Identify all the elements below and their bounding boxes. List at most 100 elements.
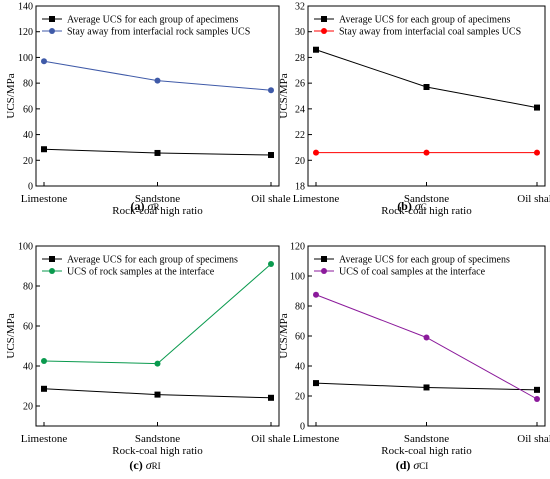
chart-panel-3: 20 40 60 80 100 Limestone Sandstone Oil shale Ro… bbox=[5, 242, 291, 473]
chart-panel-2: 18 20 22 24 26 28 30 32 Limestone Sandstone Oil sh… bbox=[278, 2, 550, 218]
x-tick-label: Oil shale bbox=[517, 193, 550, 205]
y-tick-label: 80 bbox=[295, 302, 305, 313]
y-tick-label: 40 bbox=[23, 362, 33, 373]
chart-panel-4: 0 20 40 60 80 100 120 Limestone Sandstone Oil sha… bbox=[278, 242, 550, 473]
legend-label: Average UCS for each group of apecimens bbox=[67, 15, 239, 26]
legend-label: Average UCS for each group of specimens bbox=[67, 255, 238, 266]
y-tick-label: 24 bbox=[295, 104, 305, 115]
y-tick-label: 40 bbox=[295, 362, 305, 373]
caption-subscript: R bbox=[153, 202, 159, 212]
y-tick-label: 100 bbox=[18, 242, 33, 253]
legend-label: Average UCS for each group of specimens bbox=[339, 255, 510, 266]
caption-symbol: σ bbox=[148, 199, 155, 213]
data-point bbox=[41, 358, 47, 364]
legend-label: Stay away from interfacial coal samples … bbox=[339, 27, 521, 38]
data-point bbox=[423, 334, 430, 341]
legend-label: UCS of rock samples at the interface bbox=[67, 267, 215, 278]
caption-letter: (c) bbox=[129, 458, 145, 472]
data-point bbox=[423, 149, 430, 156]
y-tick-label: 32 bbox=[295, 2, 305, 13]
y-tick-label: 60 bbox=[295, 332, 305, 343]
y-tick-label: 100 bbox=[290, 272, 305, 283]
data-point bbox=[534, 104, 540, 111]
data-point bbox=[41, 385, 47, 392]
x-axis-label: Rock-coal high ratio bbox=[381, 445, 472, 457]
y-tick-label: 100 bbox=[18, 53, 33, 64]
data-point bbox=[268, 261, 274, 267]
x-axis-label: Rock-coal high ratio bbox=[112, 445, 203, 457]
caption-symbol: σ bbox=[415, 199, 422, 213]
y-tick-label: 26 bbox=[295, 79, 305, 90]
data-point bbox=[534, 386, 540, 393]
data-point bbox=[313, 380, 319, 387]
y-axis-label: UCS/MPa bbox=[278, 313, 290, 358]
y-tick-label: 40 bbox=[23, 130, 33, 141]
caption-letter: (d) bbox=[396, 458, 414, 472]
data-point bbox=[268, 152, 274, 159]
data-point bbox=[313, 46, 319, 53]
legend-label: UCS of coal samples at the interface bbox=[339, 267, 486, 278]
caption-subscript: RI bbox=[152, 461, 161, 471]
data-point bbox=[41, 146, 47, 153]
series-line-2 bbox=[315, 294, 538, 400]
caption-subscript: C bbox=[421, 202, 427, 212]
data-point bbox=[423, 84, 430, 90]
data-point bbox=[41, 58, 47, 65]
data-point bbox=[154, 149, 161, 156]
data-point bbox=[268, 87, 274, 94]
x-axis-label: Rock-coal high ratio bbox=[112, 205, 203, 217]
caption-letter: (a) bbox=[131, 199, 148, 213]
y-tick-label: 60 bbox=[23, 104, 33, 115]
data-point bbox=[313, 291, 319, 298]
legend-marker bbox=[321, 28, 327, 34]
legend-marker bbox=[321, 16, 327, 22]
legend-marker bbox=[321, 268, 327, 274]
chart-panel-1: 0 20 40 60 80 100 120 140 Limestone Sandstone Oil … bbox=[5, 2, 291, 218]
x-tick-label: Sandstone bbox=[135, 193, 180, 205]
x-tick-label: Limestone bbox=[293, 193, 340, 205]
caption-subscript: CI bbox=[419, 461, 428, 471]
x-tick-label: Limestone bbox=[21, 433, 68, 445]
y-tick-label: 30 bbox=[295, 27, 305, 38]
legend-label: Average UCS for each group of apecimens bbox=[339, 15, 511, 26]
series-line-1 bbox=[315, 49, 538, 109]
x-tick-label: Sandstone bbox=[404, 193, 449, 205]
data-point bbox=[154, 360, 161, 367]
caption-symbol: σ bbox=[413, 458, 420, 472]
panel-caption: (d) σCI bbox=[396, 458, 429, 472]
legend-marker bbox=[49, 256, 55, 262]
y-tick-label: 18 bbox=[295, 182, 305, 193]
legend-marker bbox=[321, 256, 327, 262]
y-tick-label: 80 bbox=[23, 282, 33, 293]
legend-marker bbox=[49, 28, 55, 34]
y-tick-label: 120 bbox=[18, 27, 33, 38]
y-axis-label: UCS/MPa bbox=[5, 73, 17, 118]
series-line-2 bbox=[43, 263, 272, 365]
y-axis-label: UCS/MPa bbox=[278, 73, 290, 118]
legend-label: Stay away from interfacial rock samples … bbox=[67, 27, 250, 38]
data-point bbox=[534, 149, 540, 156]
data-point bbox=[154, 391, 161, 398]
data-point bbox=[313, 149, 319, 156]
y-tick-label: 120 bbox=[290, 242, 305, 253]
x-tick-label: Oil shale bbox=[517, 433, 550, 445]
y-tick-label: 20 bbox=[295, 156, 305, 167]
series-line-2 bbox=[43, 60, 272, 91]
legend-marker bbox=[49, 16, 55, 22]
y-tick-label: 0 bbox=[28, 182, 33, 193]
data-point bbox=[423, 384, 430, 391]
y-tick-label: 20 bbox=[23, 402, 33, 413]
panel-caption: (b) σC bbox=[397, 199, 427, 213]
x-tick-label: Oil shale bbox=[251, 193, 291, 205]
x-axis-label: Rock-coal high ratio bbox=[381, 205, 472, 217]
data-point bbox=[154, 77, 161, 84]
y-tick-label: 20 bbox=[23, 156, 33, 167]
x-tick-label: Sandstone bbox=[135, 433, 180, 445]
y-tick-label: 22 bbox=[295, 130, 305, 141]
x-tick-label: Limestone bbox=[21, 193, 68, 205]
y-tick-label: 20 bbox=[295, 392, 305, 403]
panel-caption: (c) σRI bbox=[129, 458, 160, 472]
x-tick-label: Limestone bbox=[293, 433, 340, 445]
data-point bbox=[534, 396, 540, 402]
